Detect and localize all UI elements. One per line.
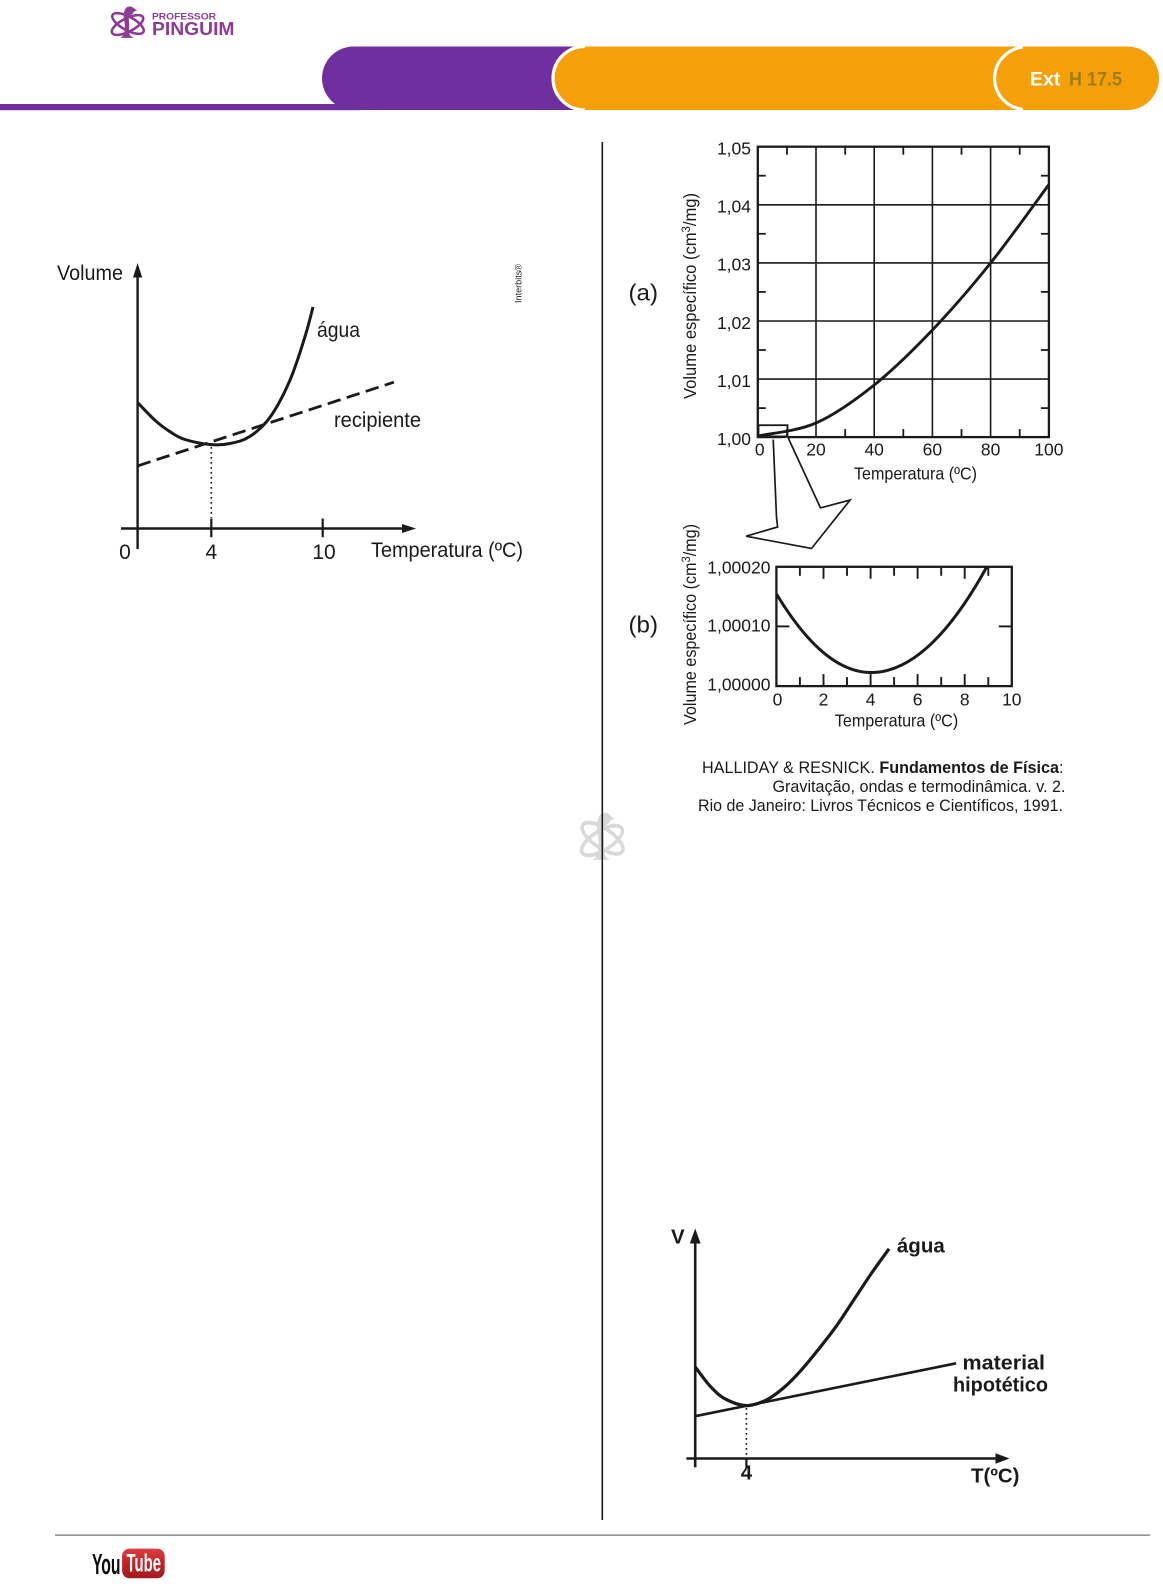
svg-text:água: água [317, 319, 360, 342]
svg-text:Rio de Janeiro: Livros Técnico: Rio de Janeiro: Livros Técnicos e Cientí… [698, 797, 1063, 815]
svg-text:8: 8 [960, 690, 970, 710]
svg-text:(a): (a) [629, 280, 659, 306]
svg-text:4: 4 [205, 541, 217, 564]
svg-text:Volume específico (cm3/mg): Volume específico (cm3/mg) [679, 193, 700, 399]
svg-text:Ext: Ext [1030, 69, 1061, 91]
svg-text:1,00: 1,00 [717, 429, 751, 449]
svg-text:0: 0 [773, 690, 783, 710]
svg-text:1,02: 1,02 [717, 313, 751, 333]
svg-text:Volume: Volume [57, 262, 123, 285]
svg-text:2: 2 [819, 690, 829, 710]
svg-text:PROFESSOR: PROFESSOR [152, 12, 216, 23]
svg-text:You: You [92, 1549, 121, 1581]
svg-text:1,00010: 1,00010 [707, 616, 771, 636]
svg-text:(b): (b) [629, 612, 659, 638]
svg-text:Gravitação, ondas e termodinâm: Gravitação, ondas e termodinâmica. v. 2. [773, 778, 1066, 796]
svg-text:1,00020: 1,00020 [707, 558, 771, 578]
svg-text:1,00000: 1,00000 [707, 675, 771, 695]
svg-text:60: 60 [923, 440, 943, 460]
svg-text:Temperatura (ºC): Temperatura (ºC) [371, 539, 523, 562]
svg-text:0: 0 [119, 541, 131, 564]
svg-text:4: 4 [866, 690, 876, 710]
svg-text:Temperatura (ºC): Temperatura (ºC) [835, 711, 958, 731]
svg-text:material: material [963, 1352, 1046, 1375]
svg-text:40: 40 [864, 440, 884, 460]
svg-text:T(ºC): T(ºC) [971, 1465, 1019, 1488]
svg-text:recipiente: recipiente [334, 409, 421, 432]
svg-text:Volume específico (cm3/mg): Volume específico (cm3/mg) [679, 524, 700, 725]
svg-text:4: 4 [741, 1462, 753, 1485]
svg-text:hipotético: hipotético [953, 1374, 1048, 1397]
svg-text:Interbits®: Interbits® [514, 264, 525, 303]
svg-text:80: 80 [981, 440, 1001, 460]
svg-text:PINGUIM: PINGUIM [152, 18, 235, 39]
svg-text:HALLIDAY & RESNICK. Fundamento: HALLIDAY & RESNICK. Fundamentos de Físic… [702, 759, 1064, 777]
svg-text:água: água [897, 1235, 945, 1258]
svg-text:0: 0 [755, 440, 765, 460]
svg-text:6: 6 [913, 690, 923, 710]
svg-text:100: 100 [1034, 440, 1063, 460]
svg-text:H 17.5: H 17.5 [1069, 69, 1122, 91]
svg-text:10: 10 [312, 541, 335, 564]
svg-text:Tube: Tube [127, 1550, 162, 1578]
svg-text:1,03: 1,03 [717, 255, 751, 275]
svg-text:20: 20 [806, 440, 826, 460]
svg-text:Temperatura (ºC): Temperatura (ºC) [854, 464, 977, 484]
svg-text:1,05: 1,05 [717, 139, 751, 159]
svg-text:V: V [671, 1226, 685, 1249]
svg-text:1,01: 1,01 [717, 371, 751, 391]
svg-text:10: 10 [1002, 690, 1022, 710]
svg-text:1,04: 1,04 [717, 197, 751, 217]
